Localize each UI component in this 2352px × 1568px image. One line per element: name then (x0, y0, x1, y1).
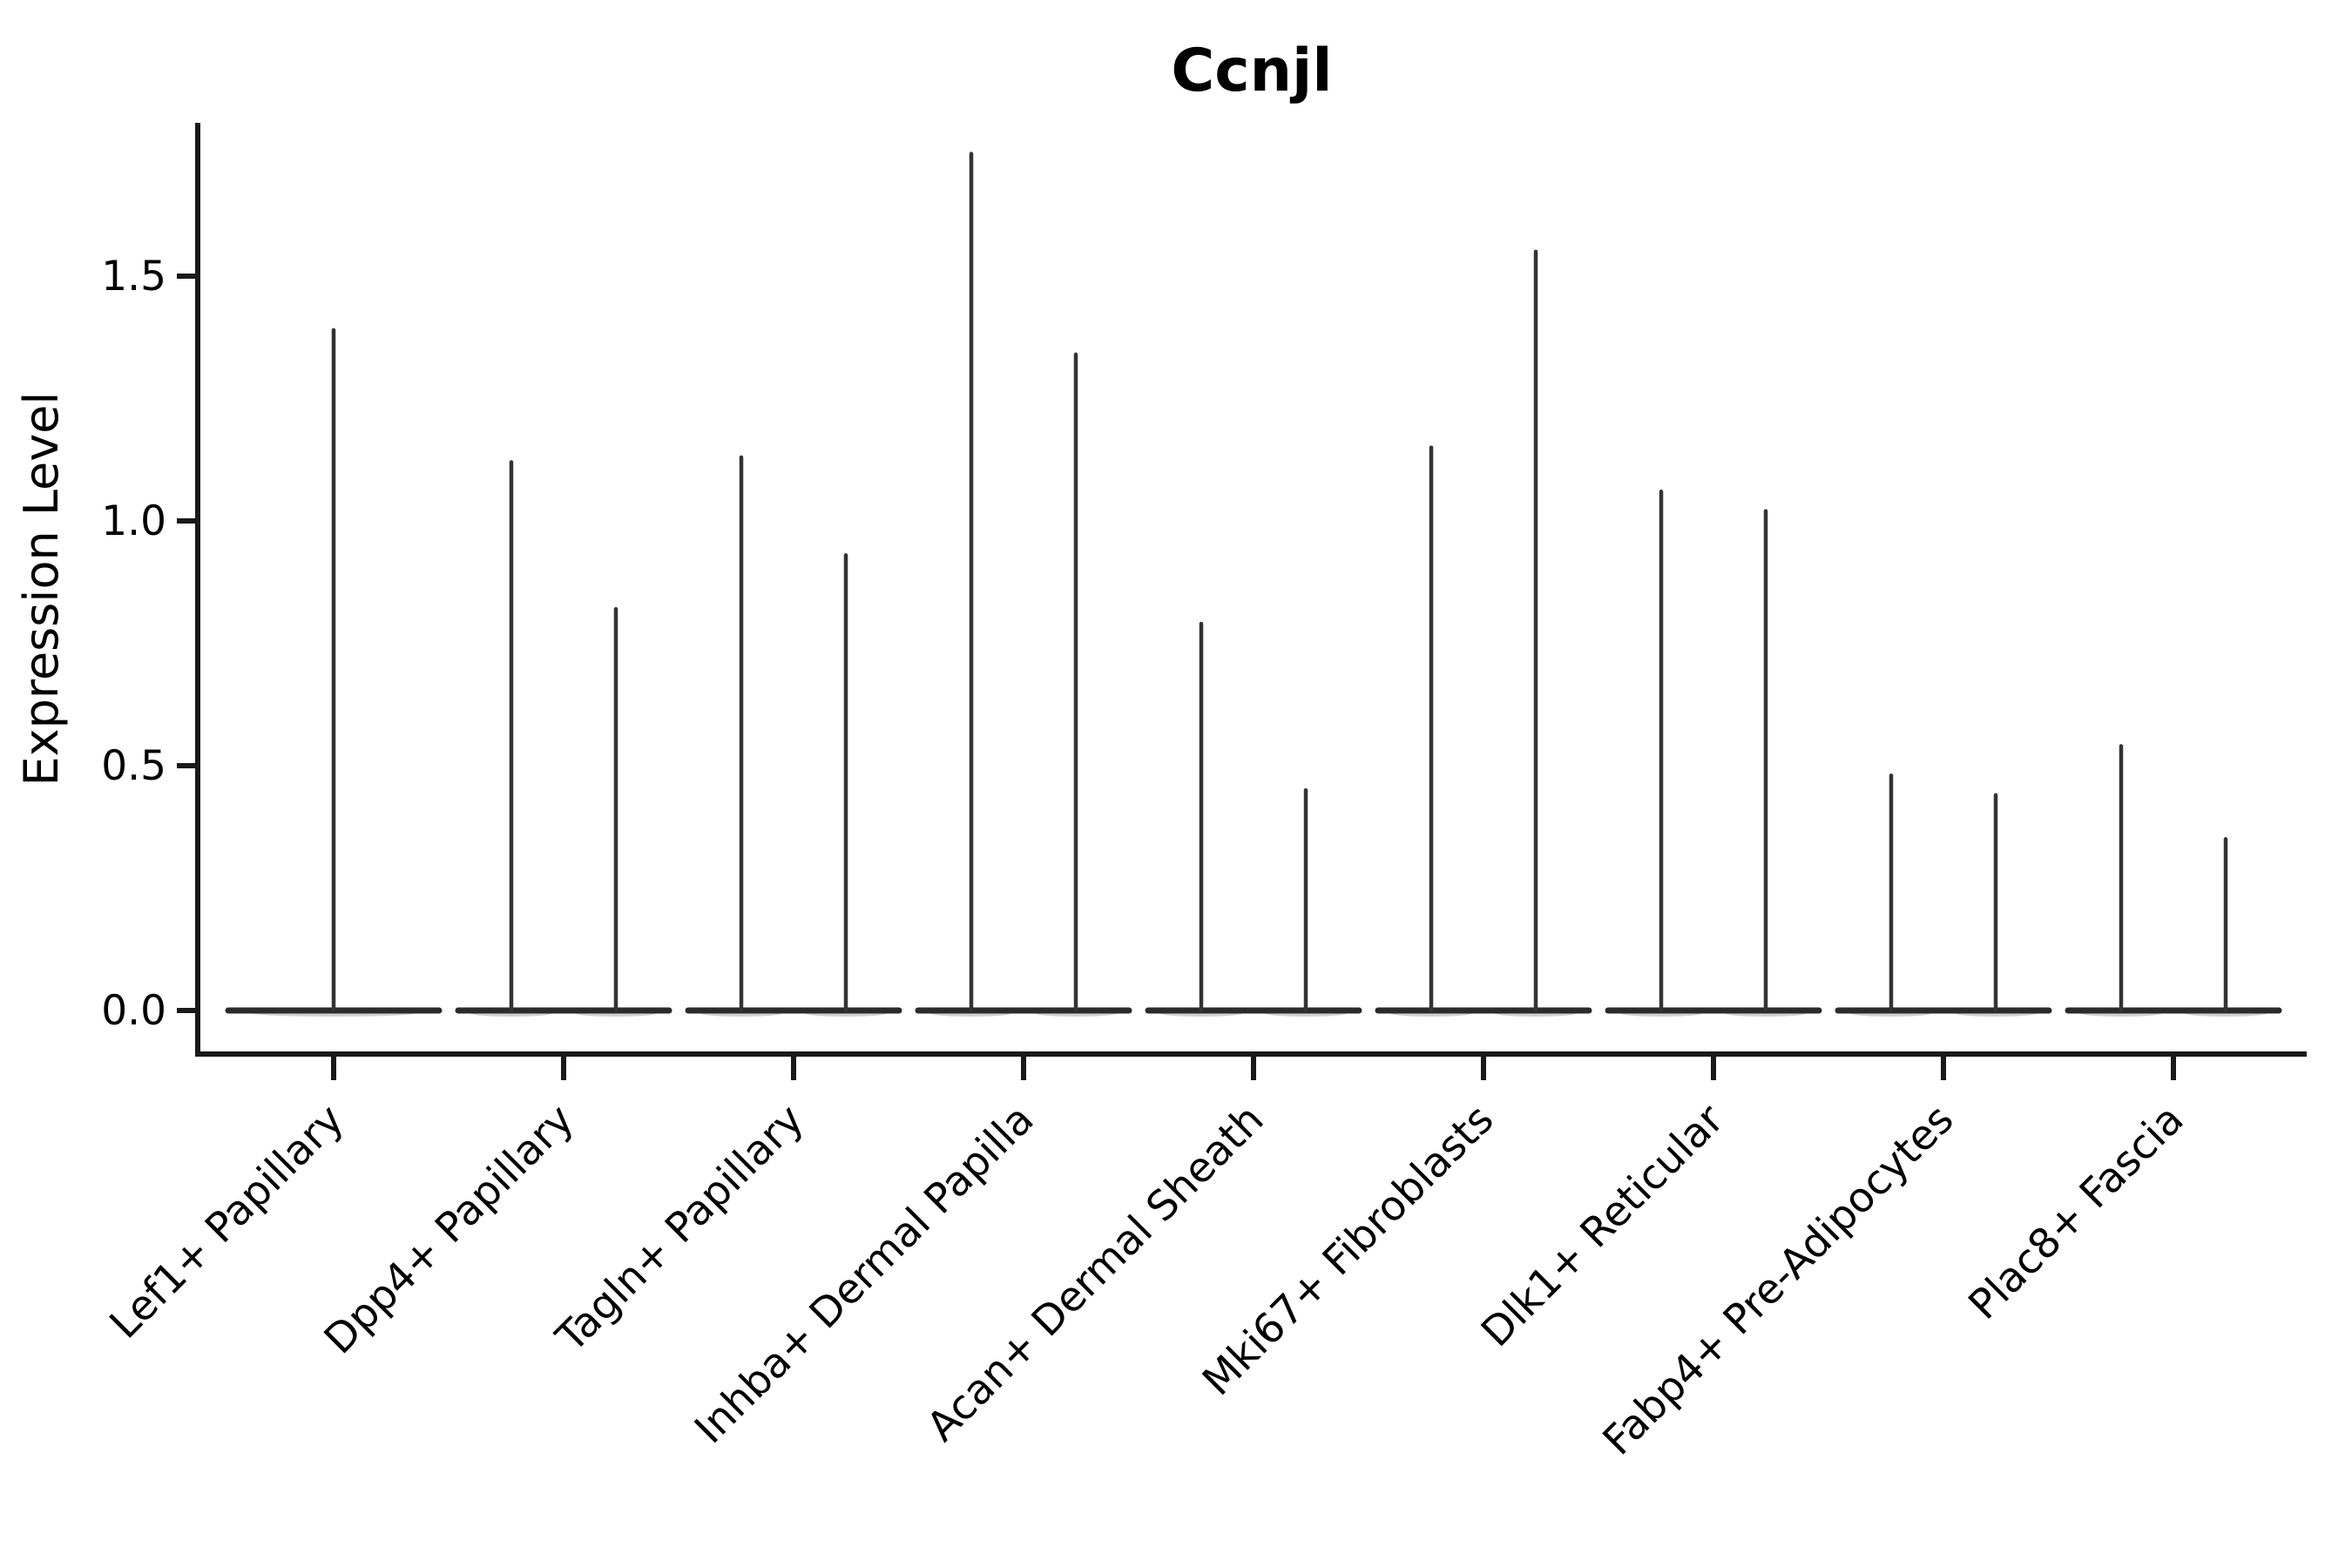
y-tick-label: 1.0 (101, 497, 166, 545)
violin-group (2065, 744, 2282, 1017)
y-tick-label: 0.5 (101, 742, 166, 790)
y-tick-label: 0.0 (101, 987, 166, 1035)
x-tick-label: Tagln+ Papillary (547, 1096, 814, 1362)
y-axis-ticks: 0.0 0.5 1.0 1.5 (101, 253, 198, 1035)
violin-group (1605, 490, 1822, 1017)
violin-group (1375, 249, 1592, 1017)
violin-group (915, 152, 1132, 1017)
x-tick-label: Dpp4+ Papillary (315, 1096, 584, 1364)
x-tick-label: Dlk1+ Reticular (1472, 1095, 1734, 1356)
violins (225, 152, 2282, 1017)
y-tick-label: 1.5 (101, 253, 166, 301)
chart-title: Ccnjl (1171, 37, 1332, 105)
violin-group (685, 455, 902, 1017)
violin-group (1835, 773, 2052, 1017)
violin-group (225, 328, 443, 1017)
violin-group (1145, 621, 1362, 1017)
x-tick-label: Lef1+ Papillary (101, 1096, 354, 1348)
y-axis-label: Expression Level (14, 392, 69, 787)
violin-group (455, 460, 672, 1017)
x-tick-label: Plac8+ Fascia (1960, 1096, 2193, 1329)
